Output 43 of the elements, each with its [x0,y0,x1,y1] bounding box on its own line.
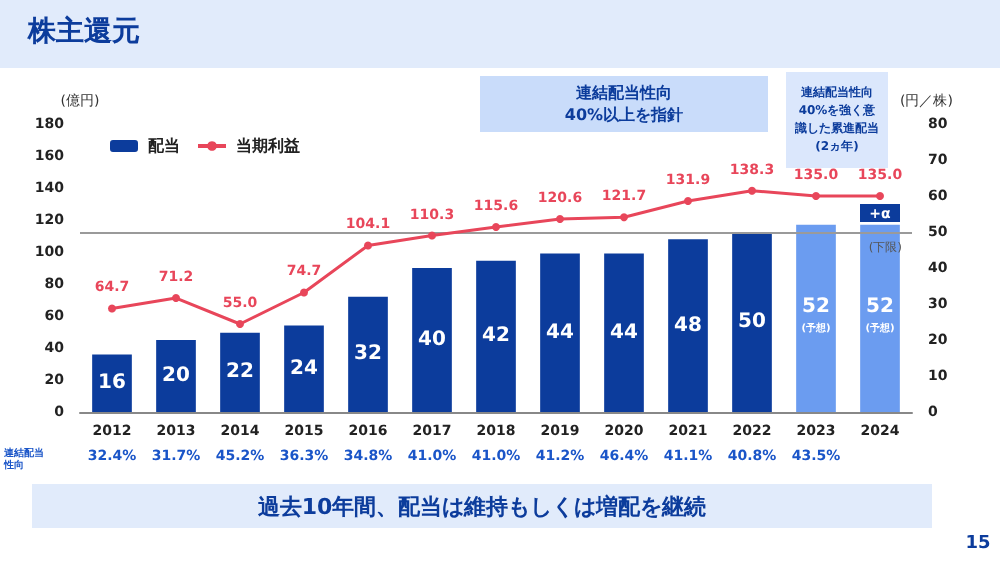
bar [796,224,836,412]
data-label: 48 [674,314,702,337]
data-label: 42 [482,325,510,348]
point [236,320,244,328]
callout-box: 連結配当性向40%以上を指針 [480,76,768,132]
bar [732,232,772,412]
data-label: 22 [226,361,254,384]
point [620,213,628,222]
data-label: 32 [354,343,382,366]
point [812,192,820,200]
bar [540,253,580,412]
point [428,231,436,240]
bar [860,224,900,412]
data-label: 44 [546,321,574,344]
point [300,288,308,297]
bar [348,296,388,412]
bar [668,239,708,412]
legend-label: 配当 [148,137,180,155]
data-label: 16 [98,372,126,395]
banner-box: 過去10年間、配当は維持もしくは増配を継続 [32,484,932,528]
bar [412,268,452,412]
point [364,241,372,250]
bar [92,354,132,412]
point [492,223,500,232]
point [684,196,692,205]
text: 15 [963,532,993,558]
chart-title: 株主還元 [26,14,140,48]
bar [476,260,516,412]
point [108,304,116,313]
data-label: 44 [610,321,638,344]
point [556,215,564,224]
bar [284,325,324,412]
data-label: 50 [738,311,766,333]
bar [604,253,644,412]
bar [220,332,260,412]
point [172,294,180,303]
data-label: 24 [290,357,318,380]
point [748,186,756,195]
bar [156,340,196,412]
data-label: 40 [418,329,446,351]
legend-label: 当期利益 [236,137,300,155]
point [876,192,884,200]
data-label: 20 [162,365,190,387]
